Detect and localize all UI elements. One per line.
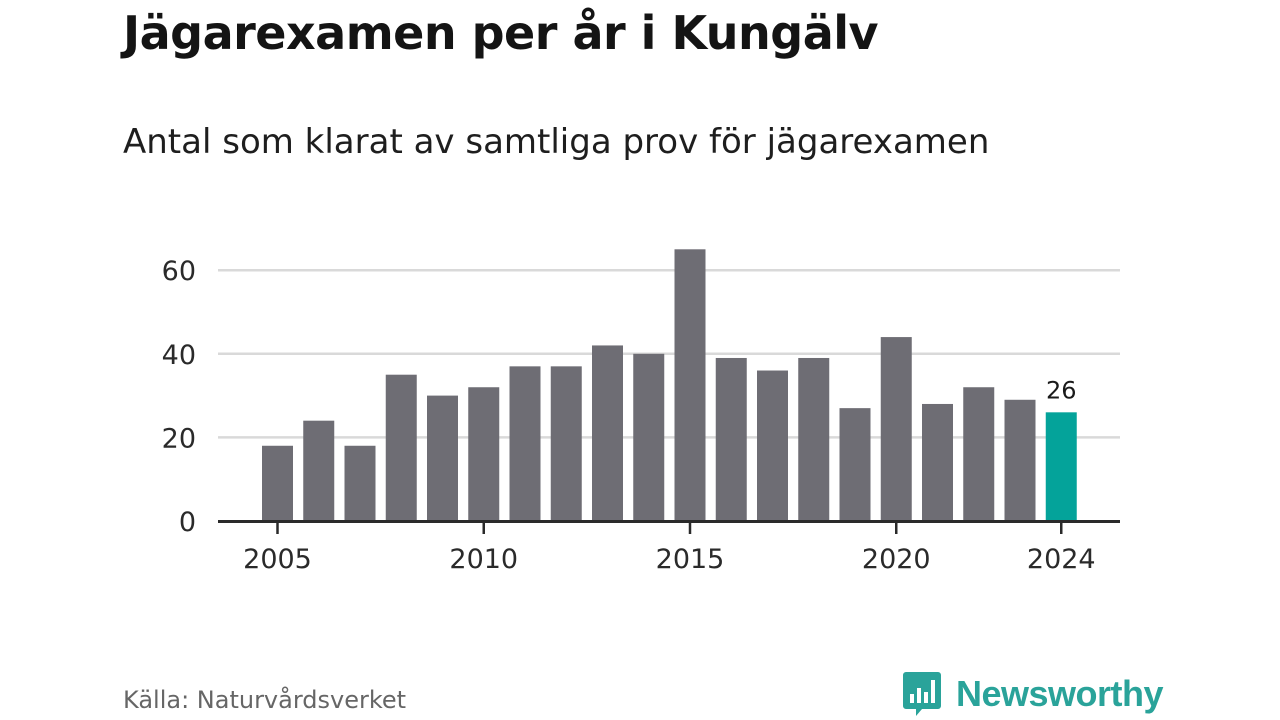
y-tick-label: 60 — [162, 256, 196, 287]
bar-highlight-2024 — [1045, 412, 1077, 521]
y-tick-label: 40 — [162, 340, 196, 371]
chart-title: Jägarexamen per år i Kungälv — [123, 6, 879, 60]
y-tick-label: 20 — [162, 423, 196, 454]
bar-2023 — [1004, 399, 1036, 521]
bar-2016 — [715, 357, 747, 521]
bar-2011 — [509, 366, 541, 521]
bar-2015 — [674, 249, 706, 522]
bar-2012 — [550, 366, 582, 521]
bar-2018 — [798, 357, 830, 521]
x-tick-label: 2024 — [1027, 544, 1096, 575]
bar-2008 — [385, 374, 417, 521]
bar-2022 — [963, 387, 995, 521]
bar-2021 — [922, 403, 953, 521]
newsworthy-logo-icon — [903, 672, 941, 716]
bar-2013 — [592, 345, 623, 521]
bar-2017 — [757, 370, 788, 521]
x-tick-label: 2020 — [862, 544, 931, 575]
bar-2007 — [344, 445, 376, 521]
bar-2006 — [303, 420, 335, 521]
x-tick-label: 2005 — [243, 544, 312, 575]
brand-name: Newsworthy — [956, 673, 1164, 714]
bar-2014 — [633, 353, 665, 521]
x-tick-label: 2010 — [449, 544, 518, 575]
bar-2019 — [839, 408, 871, 521]
y-tick-label: 0 — [179, 507, 196, 538]
x-tick-label: 2015 — [656, 544, 725, 575]
newsworthy-logo: Newsworthy — [902, 670, 1164, 718]
bar-2020 — [880, 337, 912, 521]
bar-2010 — [468, 387, 500, 521]
source-note: Källa: Naturvårdsverket — [123, 686, 407, 714]
bar-2005 — [262, 445, 293, 521]
data-label-2024: 26 — [1046, 376, 1077, 404]
bar-2009 — [427, 395, 458, 521]
chart-subtitle: Antal som klarat av samtliga prov för jä… — [123, 122, 990, 162]
